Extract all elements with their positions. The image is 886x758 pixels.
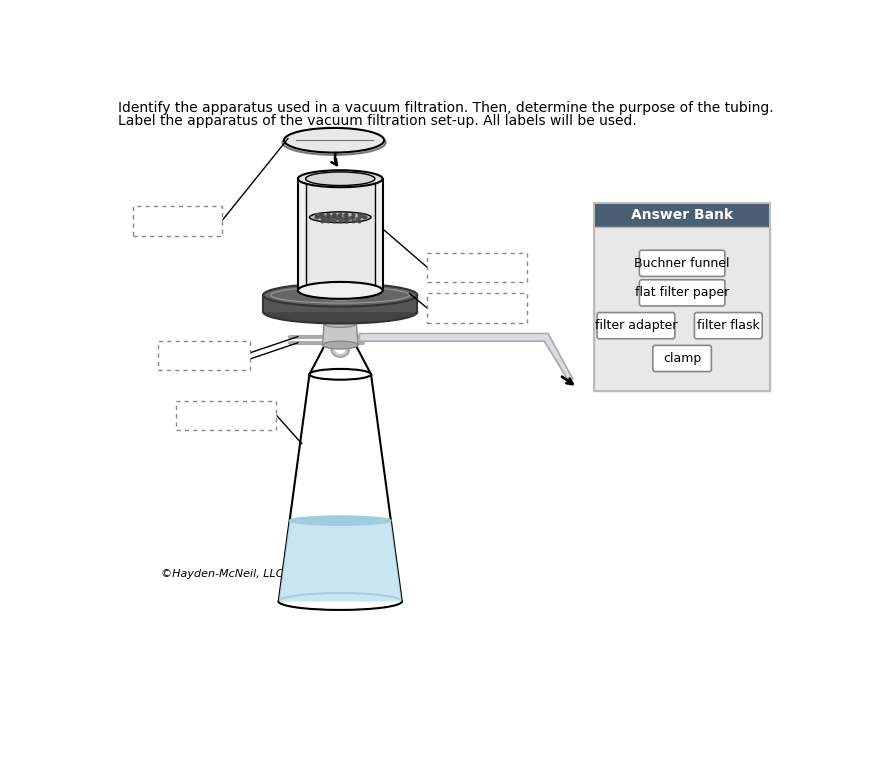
Ellipse shape [323, 320, 356, 327]
Ellipse shape [282, 130, 385, 155]
Text: flat filter paper: flat filter paper [634, 287, 728, 299]
Text: Buchner funnel: Buchner funnel [633, 257, 729, 270]
Ellipse shape [325, 340, 354, 347]
Polygon shape [306, 179, 375, 287]
Text: Label the apparatus of the vacuum filtration set-up. All labels will be used.: Label the apparatus of the vacuum filtra… [118, 114, 636, 128]
Text: Identify the apparatus used in a vacuum filtration. Then, determine the purpose : Identify the apparatus used in a vacuum … [118, 101, 773, 115]
Ellipse shape [321, 295, 359, 301]
Polygon shape [263, 295, 416, 312]
Polygon shape [298, 179, 382, 290]
FancyBboxPatch shape [133, 206, 222, 236]
FancyBboxPatch shape [694, 312, 761, 339]
Text: filter flask: filter flask [696, 319, 758, 332]
FancyBboxPatch shape [652, 346, 711, 371]
FancyBboxPatch shape [427, 293, 527, 323]
FancyBboxPatch shape [176, 400, 276, 430]
Ellipse shape [263, 300, 416, 324]
Polygon shape [359, 334, 572, 383]
Ellipse shape [298, 171, 382, 187]
Ellipse shape [306, 172, 375, 186]
Ellipse shape [289, 516, 391, 525]
FancyBboxPatch shape [158, 341, 250, 371]
Text: filter adapter: filter adapter [595, 319, 676, 332]
Ellipse shape [278, 593, 401, 610]
Ellipse shape [309, 211, 370, 223]
Text: ©Hayden-McNeil, LLC: ©Hayden-McNeil, LLC [160, 569, 283, 579]
FancyBboxPatch shape [594, 227, 769, 391]
Ellipse shape [323, 341, 358, 349]
FancyBboxPatch shape [639, 280, 724, 306]
Polygon shape [323, 324, 358, 345]
Ellipse shape [298, 282, 382, 299]
Ellipse shape [309, 369, 370, 380]
Polygon shape [278, 374, 401, 601]
FancyBboxPatch shape [594, 202, 769, 227]
Text: clamp: clamp [662, 352, 701, 365]
Text: Answer Bank: Answer Bank [630, 208, 733, 222]
Polygon shape [309, 343, 370, 374]
FancyBboxPatch shape [596, 312, 674, 339]
Ellipse shape [317, 289, 363, 301]
Ellipse shape [263, 283, 416, 306]
Ellipse shape [284, 128, 384, 152]
Polygon shape [278, 521, 401, 601]
FancyBboxPatch shape [639, 250, 724, 277]
FancyBboxPatch shape [427, 252, 527, 282]
